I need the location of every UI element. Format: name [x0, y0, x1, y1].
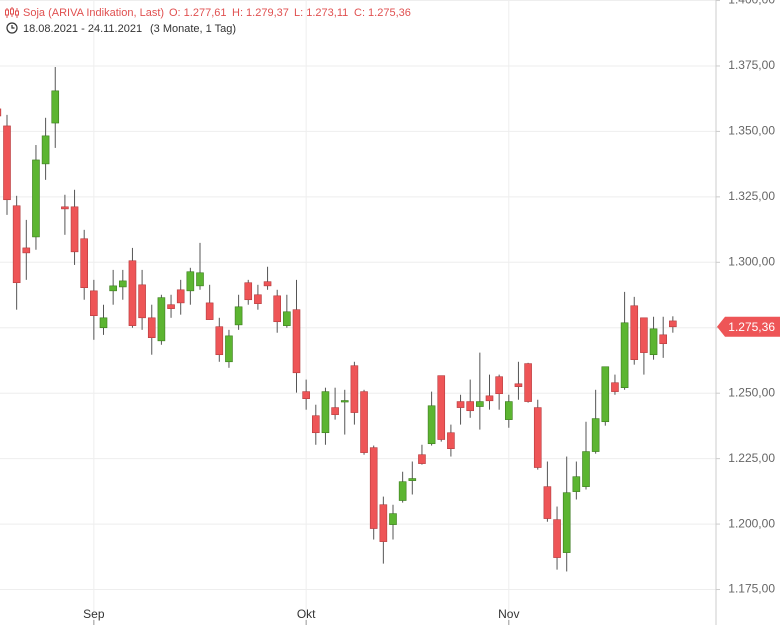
- x-tick-label: Okt: [297, 607, 316, 621]
- candle-body: [408, 478, 417, 481]
- candle-body: [80, 238, 88, 288]
- candle-body: [321, 391, 330, 434]
- candle-body: [514, 383, 523, 387]
- chart-title: Soja (ARIVA Indikation, Last): [23, 7, 164, 19]
- candle-body: [350, 365, 359, 413]
- candle-body: [70, 206, 79, 253]
- date-range: 18.08.2021 - 24.11.2021: [23, 23, 142, 35]
- y-tick-label: 1.325,00: [728, 189, 775, 203]
- y-tick-label: 1.250,00: [728, 385, 775, 399]
- candle-body: [292, 309, 301, 374]
- candle-body: [157, 297, 166, 342]
- candle-body: [466, 401, 475, 412]
- candle-body: [99, 317, 108, 329]
- candle-body: [640, 317, 648, 353]
- candle-body: [263, 281, 272, 287]
- candle-body: [476, 401, 484, 407]
- candle-body: [205, 302, 214, 320]
- y-tick-label: 1.225,00: [728, 451, 775, 465]
- x-tick-label: Nov: [498, 607, 519, 621]
- period: (3 Monate, 1 Tag): [150, 23, 236, 35]
- candle-body: [582, 451, 590, 487]
- candle-body: [12, 205, 21, 284]
- header-high: H: 1.279,37: [232, 7, 289, 19]
- candle-body: [389, 513, 397, 525]
- candle-body: [32, 159, 40, 238]
- candle-body: [533, 407, 542, 468]
- candle-body: [649, 328, 658, 356]
- candle-body: [360, 391, 368, 453]
- candle-body: [128, 260, 137, 326]
- candle-body: [244, 282, 253, 301]
- candle-body: [176, 289, 185, 304]
- candle-body: [553, 519, 561, 558]
- y-tick-label: 1.200,00: [728, 516, 775, 530]
- candle-body: [447, 432, 455, 449]
- candle-body: [3, 125, 11, 201]
- candle-body: [340, 400, 349, 403]
- y-tick-label: 1.400,00: [728, 0, 775, 7]
- candle-body: [273, 295, 282, 323]
- candle-body: [437, 375, 446, 440]
- candle-body: [630, 305, 639, 360]
- candle-body: [225, 335, 233, 363]
- candle-body: [543, 486, 552, 519]
- candle-body: [562, 492, 571, 553]
- candle-body: [61, 206, 69, 210]
- header-open: O: 1.277,61: [169, 7, 227, 19]
- candle-icon: [5, 7, 19, 18]
- candle-body: [601, 366, 610, 423]
- header-close: C: 1.275,36: [354, 7, 411, 19]
- candle-body: [41, 135, 50, 165]
- candle-body: [90, 290, 98, 317]
- y-tick-label: 1.300,00: [728, 254, 775, 268]
- candle-body: [331, 407, 339, 415]
- candle-body: [234, 306, 243, 326]
- candle-body: [659, 334, 668, 345]
- last-price-badge: [717, 316, 780, 337]
- candle-body: [456, 401, 465, 408]
- candle-body: [186, 271, 195, 292]
- y-tick-label: 1.175,00: [728, 582, 775, 596]
- candle-body: [485, 395, 494, 402]
- candle-body: [398, 481, 407, 501]
- candle-body: [311, 415, 320, 434]
- candle-body: [504, 401, 513, 420]
- candle-body: [119, 280, 127, 288]
- candle-body: [283, 311, 291, 326]
- y-tick-label: 1.375,00: [728, 58, 775, 72]
- x-tick-label: Sep: [83, 607, 105, 621]
- candle-body: [524, 363, 532, 402]
- candle-body: [418, 454, 426, 464]
- clock-icon: [6, 22, 18, 34]
- header-low: L: 1.273,11: [294, 7, 348, 19]
- candle-body: [620, 322, 629, 388]
- candle-body: [427, 405, 436, 445]
- candle-body: [51, 90, 60, 124]
- candle-body: [495, 376, 503, 395]
- y-tick-label: 1.350,00: [728, 124, 775, 138]
- candle-body: [379, 504, 388, 542]
- candle-body: [302, 391, 310, 399]
- candle-body: [572, 476, 581, 492]
- candle-body: [138, 284, 146, 319]
- candle-body: [591, 418, 600, 452]
- candle-body: [254, 294, 262, 304]
- candle-body: [611, 382, 619, 392]
- candle-body: [669, 320, 677, 328]
- candle-body: [167, 304, 175, 309]
- candle-body: [109, 285, 117, 292]
- candle-body: [0, 108, 2, 117]
- candle-body: [22, 247, 31, 254]
- candle-body: [147, 317, 156, 338]
- candle-body: [369, 447, 378, 529]
- candle-body: [196, 272, 204, 287]
- candle-body: [215, 326, 224, 356]
- header: Soja (ARIVA Indikation, Last) O: 1.277,6…: [5, 7, 411, 35]
- last-price-label: 1.275,36: [728, 320, 775, 334]
